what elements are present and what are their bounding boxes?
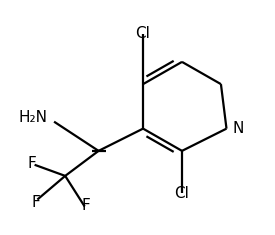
Text: Cl: Cl: [136, 26, 150, 41]
Text: H₂N: H₂N: [18, 110, 47, 125]
Text: F: F: [82, 198, 90, 213]
Text: N: N: [232, 121, 243, 136]
Text: F: F: [28, 156, 36, 171]
Text: F: F: [32, 195, 41, 210]
Text: Cl: Cl: [175, 186, 189, 201]
